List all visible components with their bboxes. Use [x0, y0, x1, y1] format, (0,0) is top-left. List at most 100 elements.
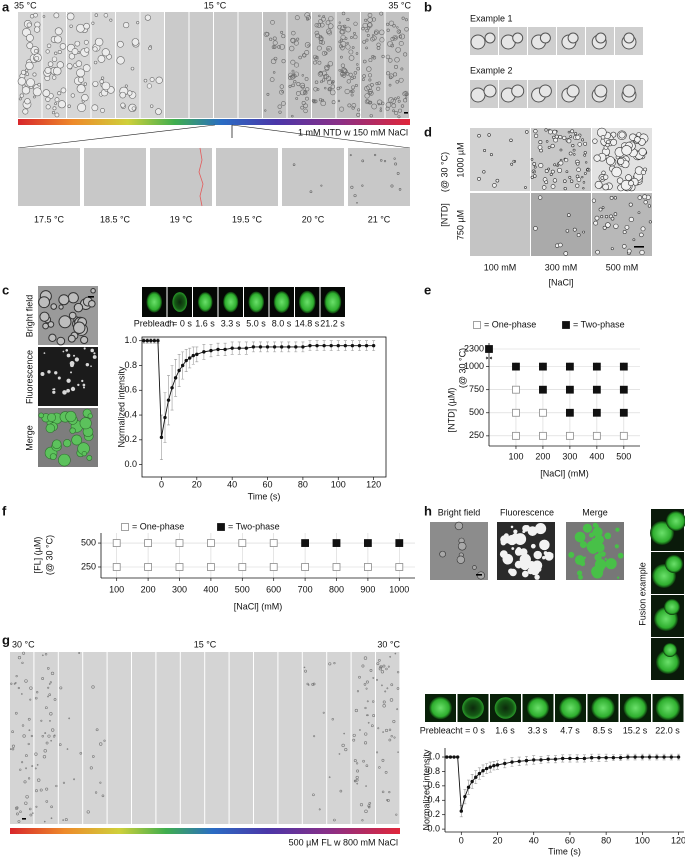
droplet [324, 290, 342, 314]
droplet [569, 179, 574, 183]
droplet [558, 160, 564, 166]
data-point [539, 408, 547, 417]
droplet [363, 741, 368, 745]
droplet [25, 61, 34, 70]
droplet [392, 23, 396, 28]
data-point [350, 343, 355, 348]
droplet [345, 26, 352, 33]
droplet [39, 311, 50, 322]
droplet [365, 28, 369, 33]
droplet [351, 106, 355, 110]
droplet [353, 194, 357, 198]
droplet [24, 679, 28, 683]
droplet [379, 11, 384, 16]
x-tick-label: 300 [562, 451, 577, 461]
image-background [592, 193, 652, 256]
droplet [149, 104, 154, 108]
droplet [398, 188, 402, 191]
droplet [79, 417, 92, 430]
droplet [35, 805, 38, 808]
droplet [384, 728, 389, 733]
droplet [45, 49, 50, 54]
temperature-label: 35 °C [14, 0, 37, 10]
droplet [91, 21, 95, 25]
droplet [615, 527, 620, 532]
droplet [146, 291, 163, 313]
droplet [387, 665, 390, 668]
data-point [251, 345, 256, 349]
axis-title: [NTD] [439, 203, 449, 227]
x-tick-label: 20 [192, 479, 202, 489]
data-point [363, 539, 372, 547]
data-point [332, 563, 341, 571]
image-background [150, 148, 212, 206]
droplet [636, 132, 642, 138]
data-point [662, 755, 666, 759]
data-point [592, 431, 601, 440]
droplet [37, 778, 41, 782]
droplet [376, 86, 381, 91]
data-point [633, 755, 637, 759]
data-point [395, 539, 404, 547]
droplet [313, 735, 316, 738]
y-tick-label: 2300 [464, 343, 484, 353]
droplet [65, 410, 77, 423]
droplet [340, 38, 343, 42]
droplet [611, 166, 622, 178]
image-background [83, 652, 107, 824]
droplet [300, 105, 305, 110]
droplet [538, 163, 544, 169]
droplet [373, 153, 377, 157]
droplet [58, 294, 70, 306]
y-tick-label: 250 [469, 430, 484, 440]
droplet [42, 15, 46, 18]
droplet [74, 357, 79, 362]
droplet [494, 697, 517, 719]
droplet [371, 55, 375, 59]
droplet [576, 233, 581, 237]
frame-label: 5.0 s [246, 318, 266, 328]
droplet [273, 56, 278, 61]
droplet [272, 36, 277, 41]
x-tick-label: 20 [492, 835, 502, 845]
droplet [353, 759, 357, 763]
frame-label: Prebleach [134, 318, 175, 328]
droplet [394, 162, 398, 166]
droplet [379, 665, 383, 669]
droplet [48, 683, 51, 685]
frame-label: t = 0 s [167, 318, 192, 328]
droplet [338, 68, 342, 72]
micrograph [361, 11, 385, 118]
droplet [381, 684, 383, 687]
y-tick-label: 750 [469, 384, 484, 394]
micrograph [650, 509, 685, 551]
droplet [362, 22, 368, 29]
droplet [38, 412, 44, 419]
x-tick-label: 100 [109, 584, 124, 594]
droplet [68, 53, 76, 60]
droplet [321, 50, 327, 56]
droplet [563, 251, 569, 256]
droplet [396, 670, 400, 674]
droplet [53, 698, 57, 701]
droplet [305, 87, 310, 92]
data-point [170, 386, 174, 390]
droplet [331, 100, 336, 105]
image-background [84, 148, 146, 206]
frame-label: 4.7 s [560, 725, 580, 735]
y-tick-label: 1000 [464, 361, 484, 371]
data-point [308, 343, 312, 348]
droplet [86, 455, 93, 461]
droplet [610, 216, 615, 221]
droplet [295, 91, 301, 96]
frame-label: 8.5 s [593, 725, 613, 735]
droplet [388, 97, 394, 103]
droplet [48, 333, 57, 342]
droplet [333, 661, 336, 665]
droplet [28, 729, 31, 732]
droplet [301, 74, 304, 77]
zoom-temperature: 19 °C [170, 214, 193, 224]
droplet [52, 106, 57, 111]
droplet [509, 138, 513, 143]
droplet [375, 82, 379, 86]
